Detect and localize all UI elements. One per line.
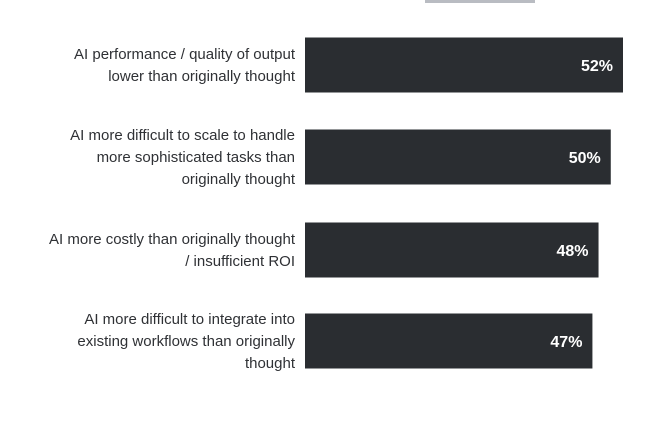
- value-label-1: 52%: [581, 58, 613, 75]
- category-label-4-line-1: AI more difficult to integrate into: [84, 311, 295, 328]
- bar-3: [305, 222, 599, 278]
- category-label-3-line-2: / insufficient ROI: [185, 253, 295, 270]
- cropped-top-fragment: [425, 0, 535, 3]
- bar-1: [305, 37, 623, 93]
- category-label-4-line-3: thought: [245, 355, 296, 372]
- category-label-3-line-1: AI more costly than originally thought: [49, 231, 296, 248]
- value-label-3: 48%: [557, 243, 589, 260]
- category-label-2-line-3: originally thought: [182, 171, 296, 188]
- category-label-1-line-2: lower than originally thought: [108, 68, 296, 85]
- category-label-2-line-2: more sophisticated tasks than: [97, 149, 295, 166]
- bar-4: [305, 313, 593, 369]
- category-label-4-line-2: existing workflows than originally: [77, 333, 295, 350]
- category-label-1-line-1: AI performance / quality of output: [74, 46, 296, 63]
- bars-group: 52% AI performance / quality of output low…: [49, 37, 623, 372]
- value-label-2: 50%: [569, 150, 601, 167]
- bar-2: [305, 129, 611, 185]
- category-label-2-line-1: AI more difficult to scale to handle: [70, 127, 295, 144]
- value-label-4: 47%: [550, 334, 582, 351]
